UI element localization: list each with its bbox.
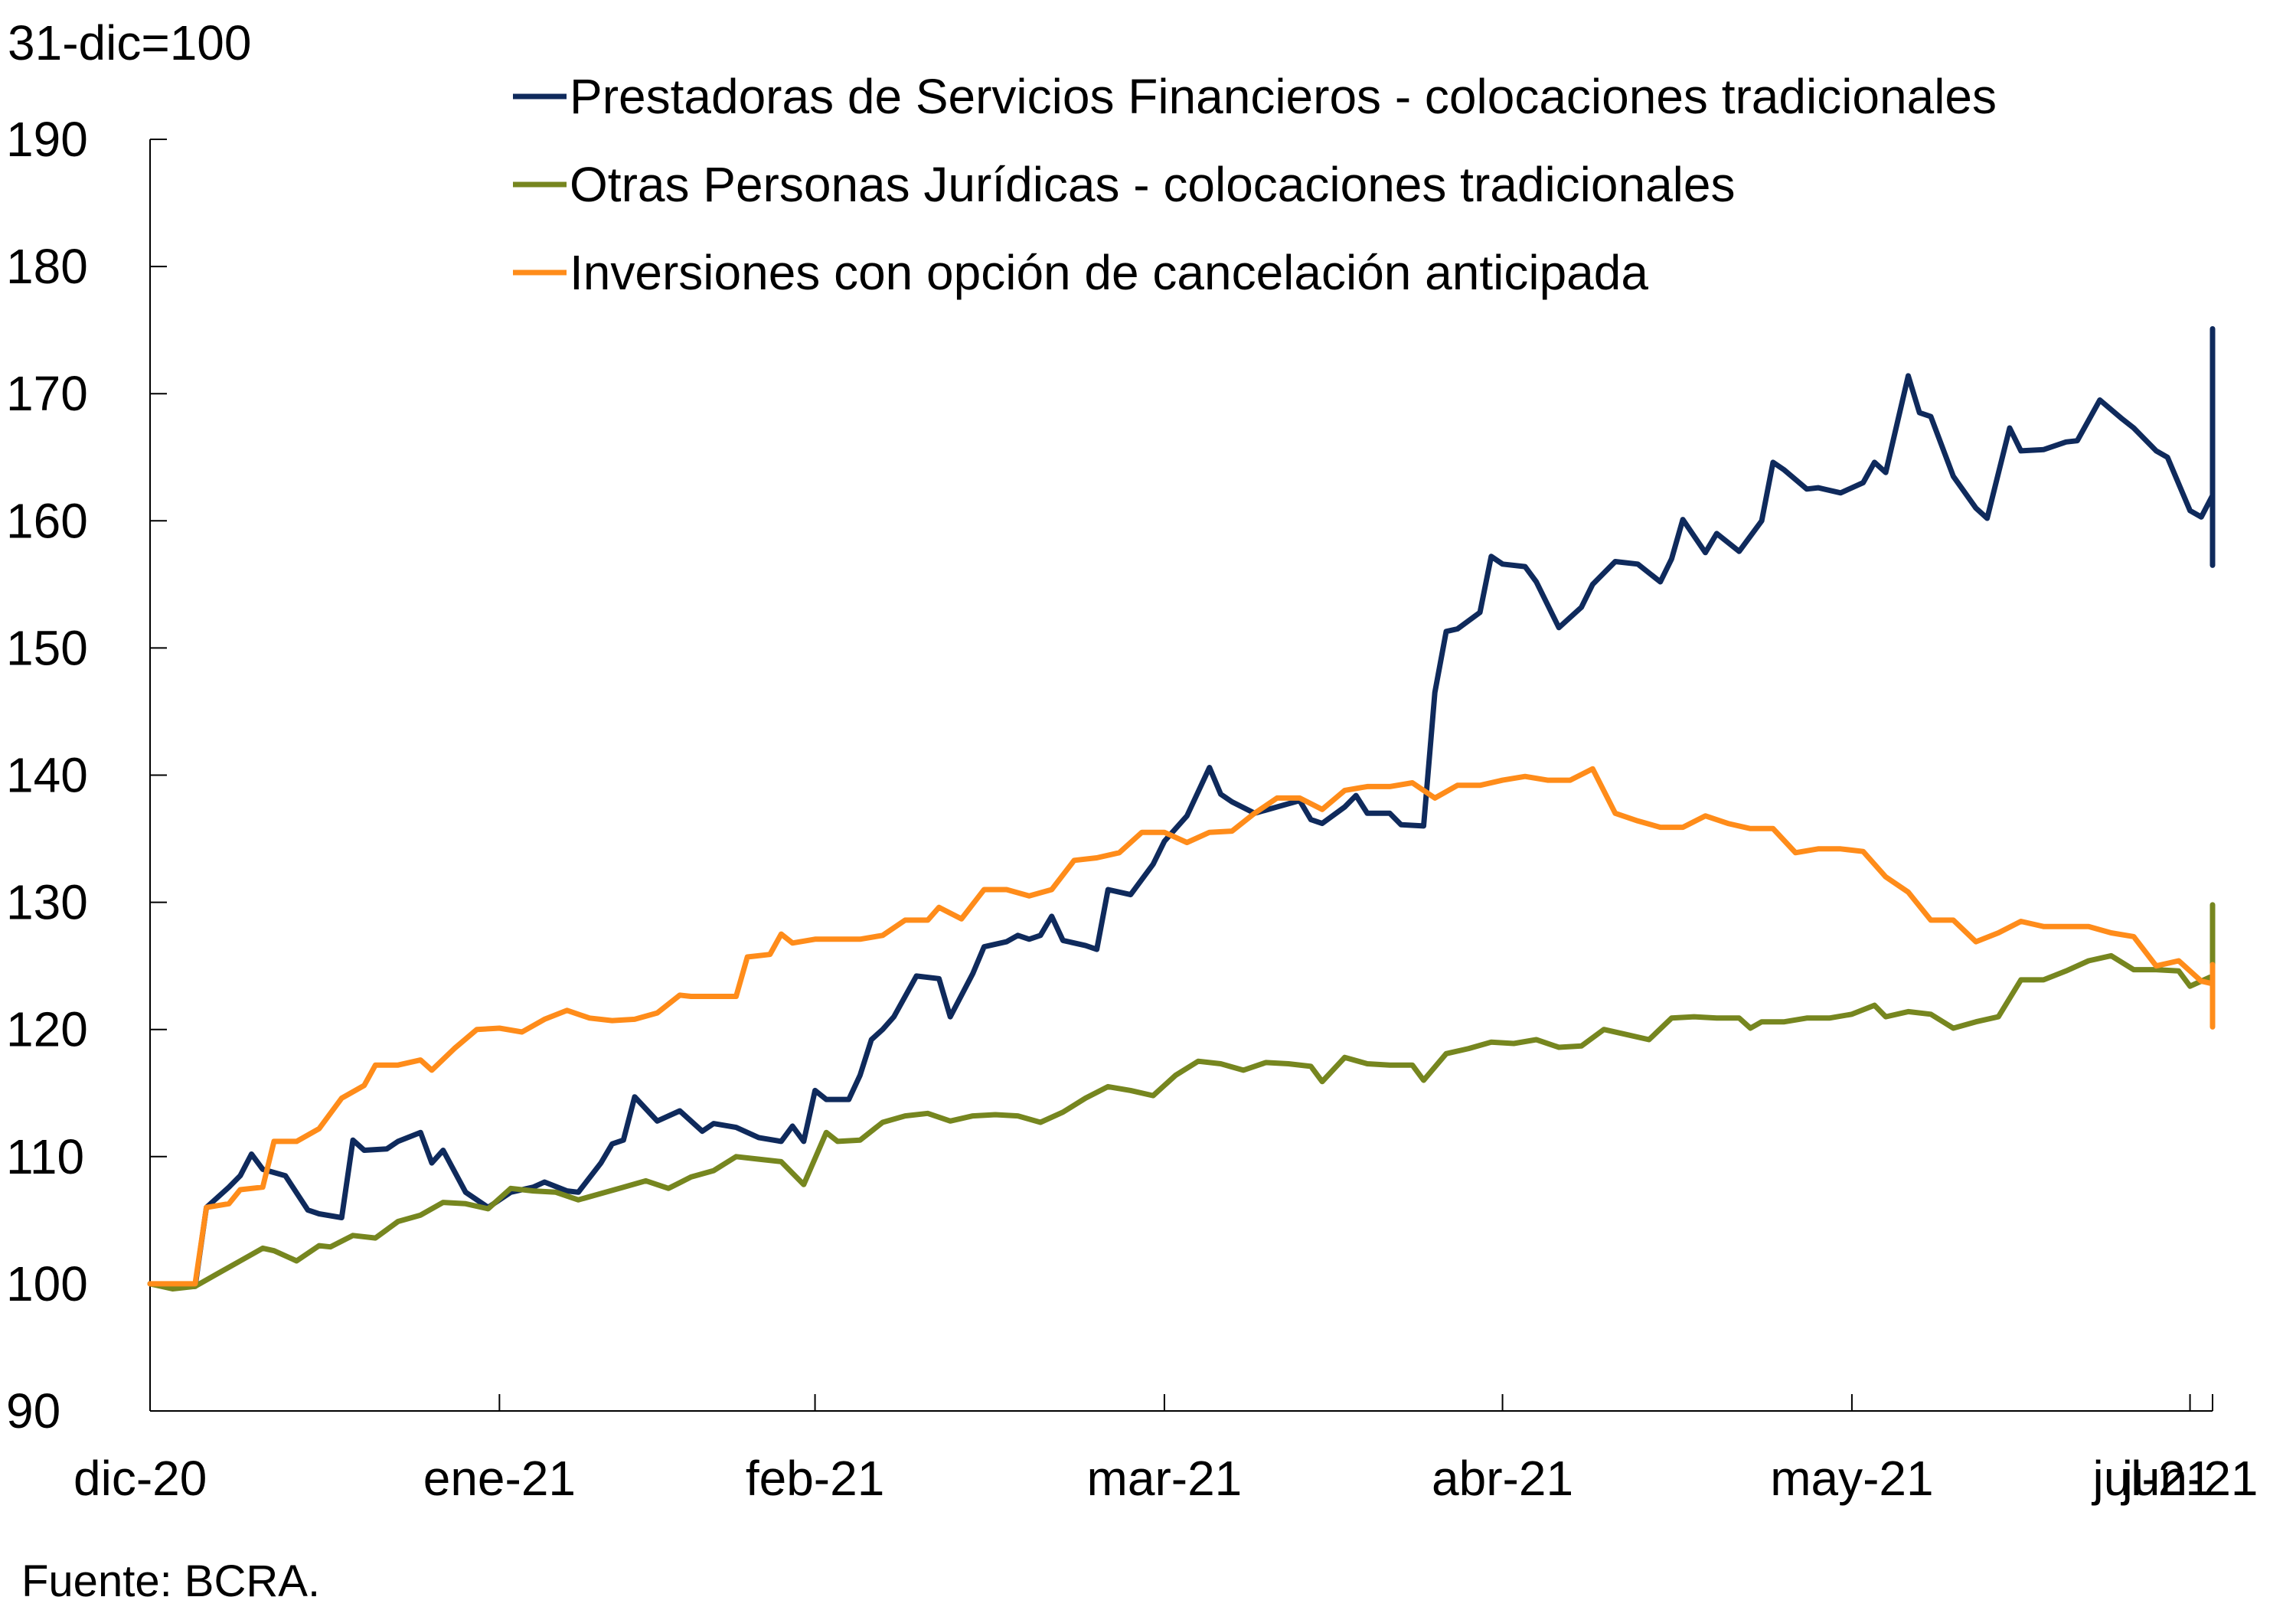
x-tick-label: ene-21	[423, 1451, 576, 1506]
x-tick-label: abr-21	[1432, 1451, 1573, 1506]
y-tick-label: 120	[6, 1002, 88, 1057]
series-line-1	[147, 326, 2216, 1291]
y-tick-label: 130	[6, 875, 88, 930]
legend-label: Prestadoras de Servicios Financieros - c…	[570, 69, 1997, 124]
x-tick-label: dic-20	[73, 1451, 207, 1506]
series-line-2	[147, 902, 2216, 1292]
series-lines	[147, 326, 2216, 1292]
legend-label: Otras Personas Jurídicas - colocaciones …	[570, 157, 1735, 212]
x-tick-label: jul-21	[2091, 1451, 2213, 1506]
legend: Prestadoras de Servicios Financieros - c…	[513, 69, 1997, 300]
y-axis-unit-label: 31-dic=100	[8, 15, 251, 70]
y-tick-label: 190	[6, 112, 88, 167]
y-tick-label: 150	[6, 620, 88, 675]
x-axis-ticks: dic-20 ene-21 feb-21 mar-21 abr-21 may-21 jun-…	[73, 1394, 2258, 1506]
legend-label: Inversiones con opción de cancelación an…	[570, 245, 1648, 300]
x-tick-label: mar-21	[1087, 1451, 1243, 1506]
series-line-3	[147, 766, 2216, 1287]
y-axis-ticks: 90 100 110 120 130 140 150 160 170 180 190	[6, 112, 167, 1439]
y-tick-label: 100	[6, 1256, 88, 1311]
y-tick-label: 170	[6, 366, 88, 421]
x-tick-label: feb-21	[746, 1451, 884, 1506]
legend-item: Inversiones con opción de cancelación an…	[513, 245, 1648, 300]
source-note: Fuente: BCRA.	[21, 1556, 320, 1606]
x-tick-label: jun-21	[2121, 1451, 2258, 1506]
y-tick-label: 90	[6, 1383, 60, 1439]
y-tick-label: 180	[6, 239, 88, 294]
y-tick-label: 140	[6, 748, 88, 803]
legend-item: Prestadoras de Servicios Financieros - c…	[513, 69, 1997, 124]
y-tick-label: 160	[6, 493, 88, 548]
y-tick-label: 110	[6, 1129, 84, 1184]
x-tick-label: may-21	[1770, 1451, 1933, 1506]
legend-item: Otras Personas Jurídicas - colocaciones …	[513, 157, 1735, 212]
